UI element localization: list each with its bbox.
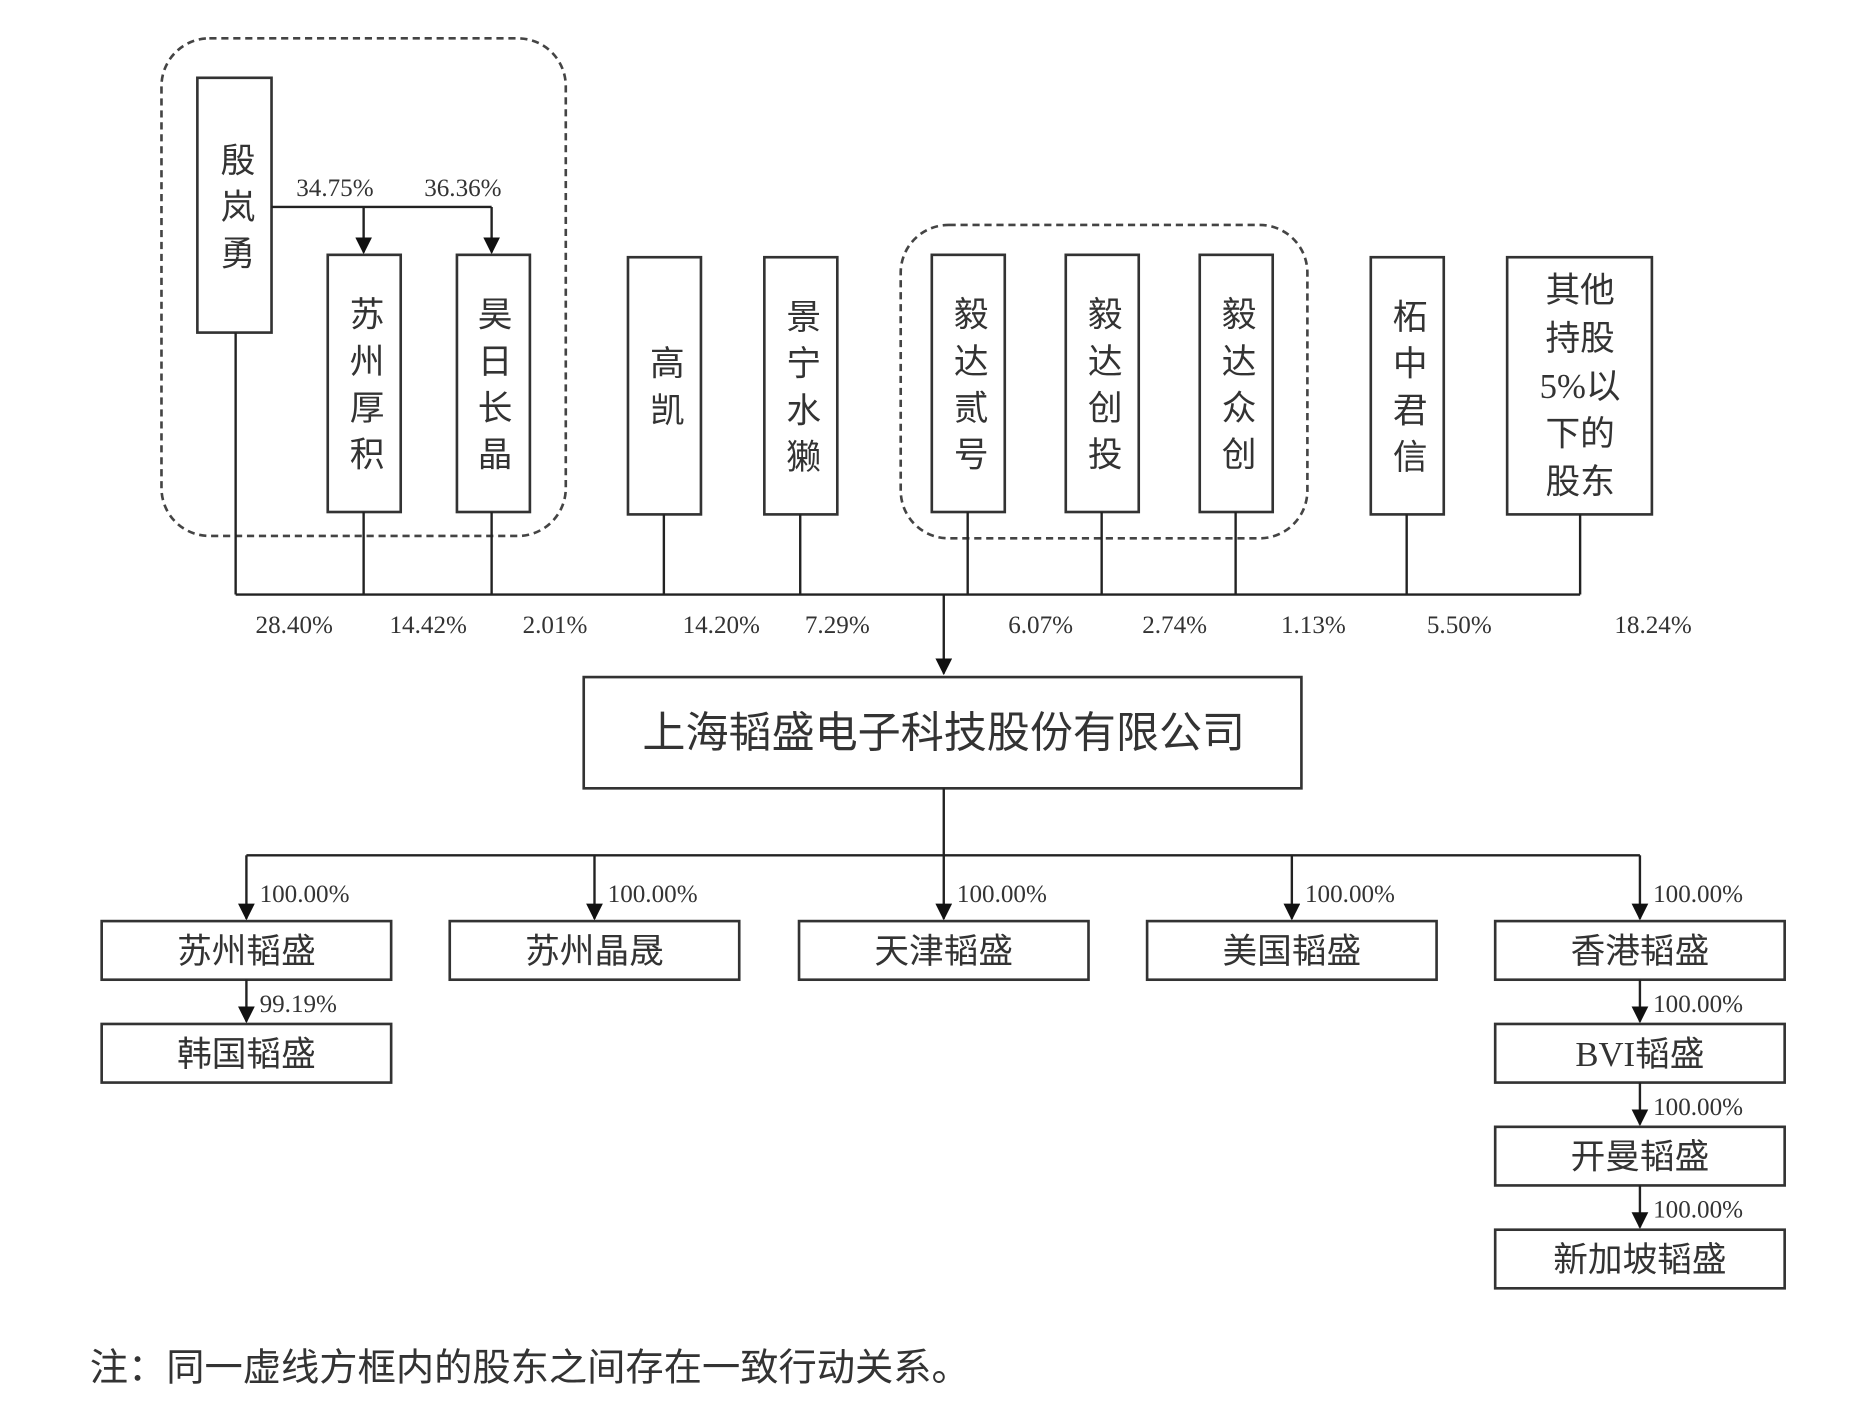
subsidiary-name: 新加坡韬盛 xyxy=(1553,1241,1726,1280)
shareholder-name: 高凯 xyxy=(644,345,683,439)
shareholder-stake-pct: 7.29% xyxy=(805,612,870,639)
shareholder-name-line: 其他 xyxy=(1545,271,1614,310)
subsidiary-stake-pct: 100.00% xyxy=(957,881,1047,908)
shareholder-stake-pct: 18.24% xyxy=(1614,612,1691,639)
shareholder-name-line: 5%以 xyxy=(1540,367,1621,406)
shareholder-box xyxy=(1198,253,1275,514)
subsidiary-name: 天津韬盛 xyxy=(874,932,1013,971)
subsidiary-name: 苏州韬盛 xyxy=(177,932,316,971)
shareholder-stake-pct: 14.42% xyxy=(390,612,467,639)
subsidiary-name: 开曼韬盛 xyxy=(1571,1138,1710,1177)
company-name: 上海韬盛电子科技股份有限公司 xyxy=(642,711,1245,758)
subsidiary-name: 韩国韬盛 xyxy=(177,1035,316,1074)
founder-stake-pct: 34.75% xyxy=(296,175,373,202)
subsidiary-stake-pct: 100.00% xyxy=(1305,881,1395,908)
founder-stake-pct: 36.36% xyxy=(424,175,501,202)
subsidiary-box xyxy=(1493,1125,1786,1187)
shareholder-stake-pct: 14.20% xyxy=(683,612,760,639)
shareholder-box xyxy=(763,255,839,516)
founder-name: 殷岚勇 xyxy=(215,142,254,282)
shareholder-stake-pct: 2.74% xyxy=(1142,612,1207,639)
shareholder-stake-pct: 28.40% xyxy=(256,612,333,639)
shareholder-name: 景宁水獭 xyxy=(781,299,821,486)
shareholder-name-line: 股东 xyxy=(1545,462,1614,501)
shareholder-stake-pct: 6.07% xyxy=(1008,612,1073,639)
subsidiary-stake-pct: 100.00% xyxy=(1653,881,1743,908)
shareholder-name: 毅达贰号 xyxy=(948,296,987,483)
subsidiary-box xyxy=(797,919,1090,982)
subsidiary-stake-pct: 100.00% xyxy=(1653,1094,1743,1121)
shareholder-box xyxy=(626,255,703,516)
shareholder-box xyxy=(1064,253,1141,514)
shareholder-name: 苏州厚积 xyxy=(344,296,383,483)
subsidiary-box xyxy=(100,919,393,982)
subsidiary-name: 香港韬盛 xyxy=(1571,932,1710,971)
subsidiary-name: 美国韬盛 xyxy=(1223,932,1362,971)
shareholder-name-line: 持股 xyxy=(1545,319,1614,358)
shareholder-name: 毅达众创 xyxy=(1216,296,1256,483)
subsidiary-stake-pct: 100.00% xyxy=(1653,991,1743,1018)
subsidiary-box xyxy=(1493,919,1786,982)
shareholder-name: 毅达创投 xyxy=(1082,296,1122,483)
subsidiary-box xyxy=(448,919,741,982)
subsidiary-box xyxy=(1145,919,1438,982)
subsidiary-name: 苏州晶晟 xyxy=(525,932,664,971)
shareholder-box xyxy=(455,253,532,514)
subsidiary-stake-pct: 100.00% xyxy=(260,881,350,908)
company-box xyxy=(582,675,1303,790)
subsidiary-stake-pct: 100.00% xyxy=(1653,1197,1743,1224)
shareholder-name-line: 下的 xyxy=(1545,415,1614,454)
subsidiary-box xyxy=(1493,1228,1786,1290)
footnote: 注：同一虚线方框内的股东之间存在一致行动关系。 xyxy=(90,1346,970,1389)
shareholder-box xyxy=(930,253,1007,514)
shareholder-box xyxy=(1369,255,1446,516)
subsidiary-box xyxy=(100,1022,393,1084)
shareholder-stake-pct: 1.13% xyxy=(1281,612,1346,639)
subsidiary-stake-pct: 99.19% xyxy=(260,991,337,1018)
subsidiary-stake-pct: 100.00% xyxy=(608,881,698,908)
shareholder-stake-pct: 2.01% xyxy=(523,612,588,639)
subsidiary-name: BVI韬盛 xyxy=(1575,1035,1704,1074)
concert-party-group-2 xyxy=(899,223,1309,540)
shareholder-name: 昊日长晶 xyxy=(472,296,511,483)
shareholder-stake-pct: 5.50% xyxy=(1427,612,1492,639)
shareholder-name: 柘中君信 xyxy=(1387,298,1427,485)
